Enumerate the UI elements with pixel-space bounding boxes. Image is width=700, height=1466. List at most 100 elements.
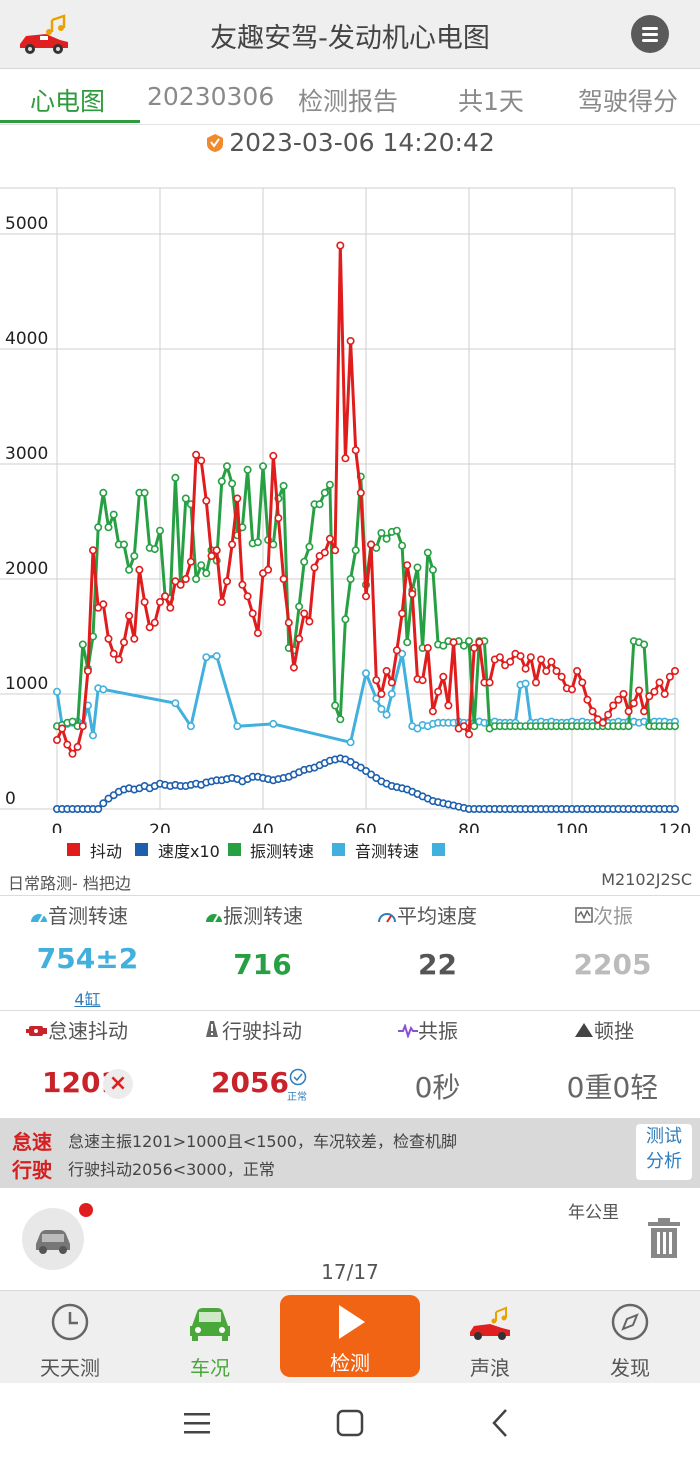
nav-sound-wave[interactable]: 声浪 (470, 1356, 510, 1380)
car-icon[interactable] (186, 1302, 234, 1342)
data-point (68, 749, 77, 758)
data-point (269, 451, 278, 460)
waveform-icon (575, 907, 593, 923)
tab-report[interactable]: 检测报告 (298, 87, 399, 116)
data-point (181, 574, 190, 583)
y-tick-label: 5000 (5, 214, 48, 234)
data-point (186, 557, 195, 566)
data-point (52, 687, 61, 696)
data-point (382, 666, 391, 675)
compass-icon[interactable] (610, 1302, 650, 1342)
y-tick-label: 2000 (5, 559, 48, 579)
clock-icon[interactable] (50, 1302, 90, 1342)
nav-daily-test[interactable]: 天天测 (40, 1356, 100, 1380)
data-point (145, 623, 154, 632)
data-point (315, 500, 324, 509)
car-avatar-button[interactable] (22, 1208, 84, 1270)
detect-button[interactable]: 检测 (280, 1295, 420, 1377)
nav-discover[interactable]: 发现 (610, 1356, 650, 1380)
data-point (392, 526, 401, 535)
data-point (346, 574, 355, 583)
data-point (423, 548, 432, 557)
datetime-text: 2023-03-06 14:20:42 (229, 128, 495, 157)
data-point (197, 561, 206, 570)
chart-grid (0, 187, 676, 810)
data-point (78, 640, 87, 649)
stat-secondary-vibration-label: 次振 (575, 900, 633, 929)
legend-sound-rpm: 音测转速 (355, 842, 420, 861)
data-point (336, 241, 345, 250)
menu-icon[interactable] (184, 1411, 210, 1435)
data-point (439, 641, 448, 650)
stat-cylinders-link[interactable]: 4缸 (74, 990, 101, 1009)
home-icon[interactable] (336, 1409, 364, 1437)
data-point (665, 672, 674, 681)
data-point (634, 686, 643, 695)
data-point (171, 577, 180, 586)
data-point (320, 548, 329, 557)
nav-car-status[interactable]: 车况 (190, 1356, 230, 1380)
system-nav-bar (0, 1383, 700, 1466)
data-point (588, 707, 597, 716)
data-point (459, 641, 468, 650)
data-point (325, 480, 334, 489)
test-analysis-button[interactable]: 测试 分析 (636, 1124, 692, 1180)
app-header: 友趣安驾-发动机心电图 (0, 0, 700, 69)
data-point (310, 563, 319, 572)
speedometer-icon (378, 913, 396, 923)
data-point (120, 638, 129, 647)
data-point (506, 657, 515, 666)
data-point (567, 685, 576, 694)
data-point (78, 722, 87, 731)
trash-icon[interactable] (646, 1218, 682, 1260)
data-point (166, 603, 175, 612)
back-icon[interactable] (490, 1407, 510, 1439)
legend-swatch-extra (432, 843, 445, 856)
data-point (202, 653, 211, 662)
data-point (89, 731, 98, 740)
data-point (125, 611, 134, 620)
tab-ecg[interactable]: 心电图 (30, 87, 106, 116)
year-km-label: 年公里 (568, 1203, 619, 1223)
tab-active-indicator (0, 120, 140, 123)
data-point (104, 634, 113, 643)
data-point (58, 724, 67, 733)
stat-resonance-value: 0秒 (414, 1071, 461, 1104)
y-tick-label: 3000 (5, 444, 48, 464)
tab-driving-score[interactable]: 驾驶得分 (578, 87, 679, 116)
legend-vibration-rpm: 振测转速 (250, 842, 315, 861)
data-point (253, 538, 262, 547)
data-point (439, 672, 448, 681)
x-tick-label: 100 (556, 821, 588, 833)
data-point (171, 473, 180, 482)
drive-jitter-normal-badge: 正常 (287, 1092, 307, 1103)
data-point (609, 701, 618, 710)
stat-drive-jitter-label: 行驶抖动 (202, 1015, 302, 1044)
data-point (640, 707, 649, 716)
engine-icon (26, 1026, 47, 1036)
data-point (624, 722, 633, 731)
data-point (300, 557, 309, 566)
data-point (192, 574, 201, 583)
nav-detect[interactable]: 检测 (330, 1351, 370, 1375)
race-car-icon[interactable] (468, 1306, 514, 1340)
divider (0, 895, 700, 896)
tab-date[interactable]: 20230306 (147, 82, 275, 111)
data-point (223, 577, 232, 586)
data-point (150, 618, 159, 627)
road-mode: 日常路测- 档把边 (8, 874, 131, 893)
legend-swatch-jitter (67, 843, 80, 856)
tab-days[interactable]: 共1天 (458, 87, 524, 116)
data-point (120, 540, 129, 549)
data-point (629, 699, 638, 708)
data-point (526, 653, 535, 662)
data-point (619, 689, 628, 698)
data-point (624, 707, 633, 716)
data-point (228, 479, 237, 488)
data-point (197, 456, 206, 465)
data-point (233, 722, 242, 731)
stat-jerk-value: 0重0轻 (566, 1071, 659, 1104)
data-point (537, 655, 546, 664)
menu-button[interactable] (631, 15, 669, 53)
data-point (604, 710, 613, 719)
